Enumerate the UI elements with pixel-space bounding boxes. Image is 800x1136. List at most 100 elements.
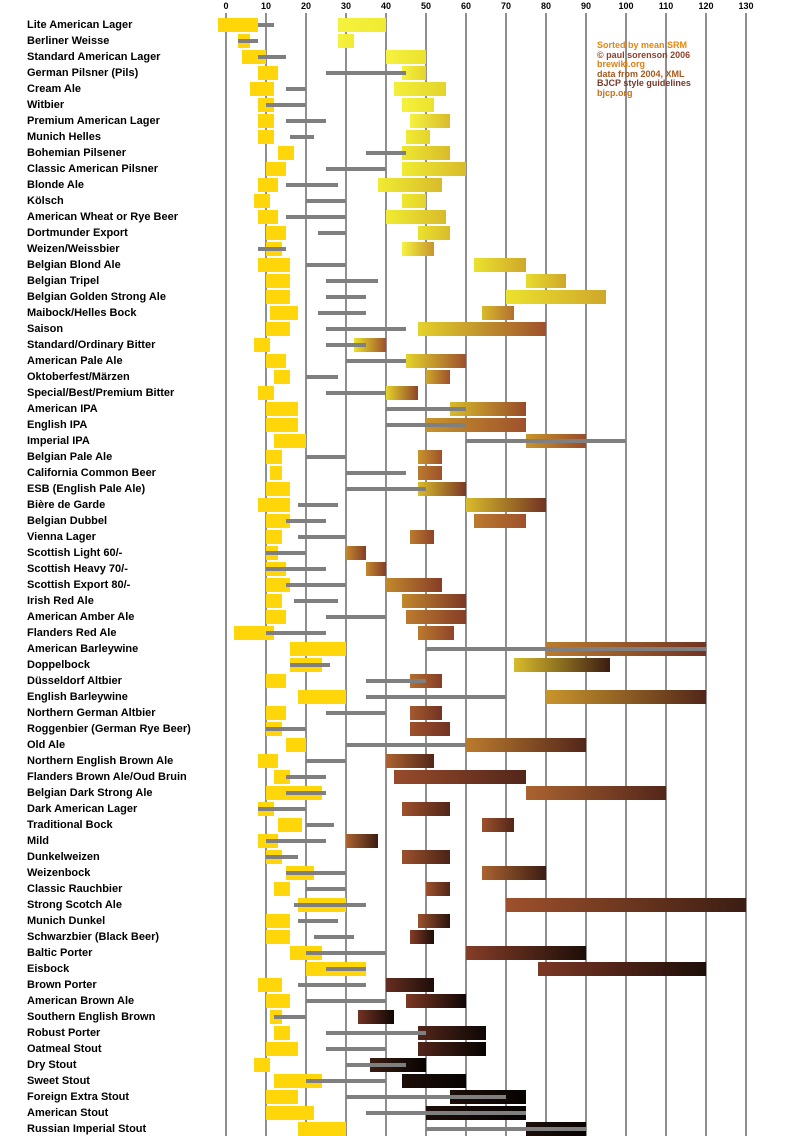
- style-label: Oatmeal Stout: [27, 1043, 102, 1055]
- fg-points-bar: [266, 322, 290, 336]
- fg-points-bar: [218, 18, 258, 32]
- og-points-bar: [474, 514, 526, 528]
- style-label: Belgian Pale Ale: [27, 451, 113, 463]
- style-label: Bohemian Pilsener: [27, 147, 127, 159]
- fg-points-bar: [266, 274, 290, 288]
- style-label: Weizenbock: [27, 867, 91, 879]
- style-label: Flanders Red Ale: [27, 627, 117, 639]
- fg-points-bar: [266, 482, 290, 496]
- ibu-range-line: [426, 647, 706, 651]
- ibu-range-line: [326, 71, 406, 75]
- ibu-range-line: [298, 983, 366, 987]
- axis-tick-label: 130: [738, 1, 754, 11]
- ibu-range-line: [306, 1079, 386, 1083]
- og-points-bar: [394, 770, 526, 784]
- og-points-bar: [402, 98, 434, 112]
- ibu-range-line: [306, 375, 338, 379]
- fg-points-bar: [266, 418, 298, 432]
- fg-points-bar: [258, 66, 278, 80]
- style-label: Eisbock: [27, 963, 70, 975]
- style-label: Standard American Lager: [27, 51, 161, 63]
- ibu-range-line: [346, 487, 426, 491]
- og-points-bar: [546, 690, 706, 704]
- ibu-range-line: [294, 599, 338, 603]
- ibu-range-line: [386, 423, 466, 427]
- ibu-range-line: [286, 119, 326, 123]
- axis-tick-label: 90: [580, 1, 592, 11]
- fg-points-bar: [270, 466, 282, 480]
- og-points-bar: [406, 130, 430, 144]
- style-label: Oktoberfest/Märzen: [27, 371, 130, 383]
- ibu-range-line: [326, 343, 366, 347]
- fg-points-bar: [278, 146, 294, 160]
- fg-points-bar: [266, 610, 286, 624]
- style-label: Vienna Lager: [27, 531, 96, 543]
- fg-points-bar: [258, 386, 274, 400]
- ibu-range-line: [286, 791, 326, 795]
- style-label: Doppelbock: [27, 659, 90, 671]
- og-points-bar: [426, 418, 526, 432]
- fg-points-bar: [266, 450, 282, 464]
- ibu-range-line: [386, 407, 466, 411]
- og-points-bar: [482, 866, 546, 880]
- og-points-bar: [358, 1010, 394, 1024]
- ibu-range-line: [306, 887, 346, 891]
- grid-line: [345, 13, 347, 1136]
- style-label: California Common Beer: [27, 467, 156, 479]
- og-points-bar: [410, 930, 434, 944]
- ibu-range-line: [366, 1111, 526, 1115]
- fg-points-bar: [286, 738, 306, 752]
- og-points-bar: [402, 194, 426, 208]
- ibu-range-line: [346, 1063, 406, 1067]
- style-label: Foreign Extra Stout: [27, 1091, 130, 1103]
- ibu-range-line: [466, 439, 626, 443]
- style-label: Dortmunder Export: [27, 227, 128, 239]
- style-label: Old Ale: [27, 739, 66, 751]
- ibu-range-line: [286, 583, 346, 587]
- ibu-range-line: [366, 679, 426, 683]
- style-label: Flanders Brown Ale/Oud Bruin: [27, 771, 187, 783]
- ibu-range-line: [274, 1015, 306, 1019]
- grid-line: [425, 13, 427, 1136]
- style-label: Berliner Weisse: [27, 35, 110, 47]
- fg-points-bar: [266, 290, 290, 304]
- fg-points-bar: [266, 226, 286, 240]
- fg-points-bar: [298, 1122, 346, 1136]
- style-label: American Barleywine: [27, 643, 139, 655]
- ibu-range-line: [326, 327, 406, 331]
- style-label: Weizen/Weissbier: [27, 243, 120, 255]
- ibu-range-line: [326, 1031, 426, 1035]
- og-points-bar: [418, 226, 450, 240]
- style-label: American Brown Ale: [27, 995, 135, 1007]
- ibu-range-line: [258, 55, 286, 59]
- style-label: Standard/Ordinary Bitter: [27, 339, 156, 351]
- credit-block: Sorted by mean SRM © paul sorenson 2006 …: [597, 40, 691, 98]
- fg-points-bar: [266, 930, 290, 944]
- credit-line-guidelines: BJCP style guidelines: [597, 78, 691, 88]
- grid-line: [625, 13, 627, 1136]
- credit-line-copyright: © paul sorenson 2006: [597, 49, 691, 60]
- ibu-range-line: [306, 263, 346, 267]
- fg-points-bar: [266, 674, 286, 688]
- ibu-range-line: [326, 711, 386, 715]
- axis-tick-label: 20: [300, 1, 312, 11]
- ibu-range-line: [306, 759, 346, 763]
- fg-points-bar: [234, 626, 274, 640]
- style-label: Special/Best/Premium Bitter: [27, 387, 175, 399]
- ibu-range-line: [298, 503, 338, 507]
- style-label: American Wheat or Rye Beer: [27, 211, 178, 223]
- credit-line-brewiki: brewiki.org: [597, 59, 646, 69]
- og-points-bar: [402, 66, 426, 80]
- ibu-range-line: [426, 1127, 586, 1131]
- grid-line: [665, 13, 667, 1136]
- style-label: Cream Ale: [27, 83, 82, 95]
- og-points-bar: [366, 562, 386, 576]
- og-points-bar: [338, 34, 354, 48]
- ibu-range-line: [266, 551, 306, 555]
- ibu-range-line: [326, 1047, 386, 1051]
- fg-points-bar: [298, 690, 346, 704]
- grid-line: [305, 13, 307, 1136]
- style-label: Traditional Bock: [27, 819, 113, 831]
- og-points-bar: [526, 786, 666, 800]
- axis-tick-label: 100: [618, 1, 634, 11]
